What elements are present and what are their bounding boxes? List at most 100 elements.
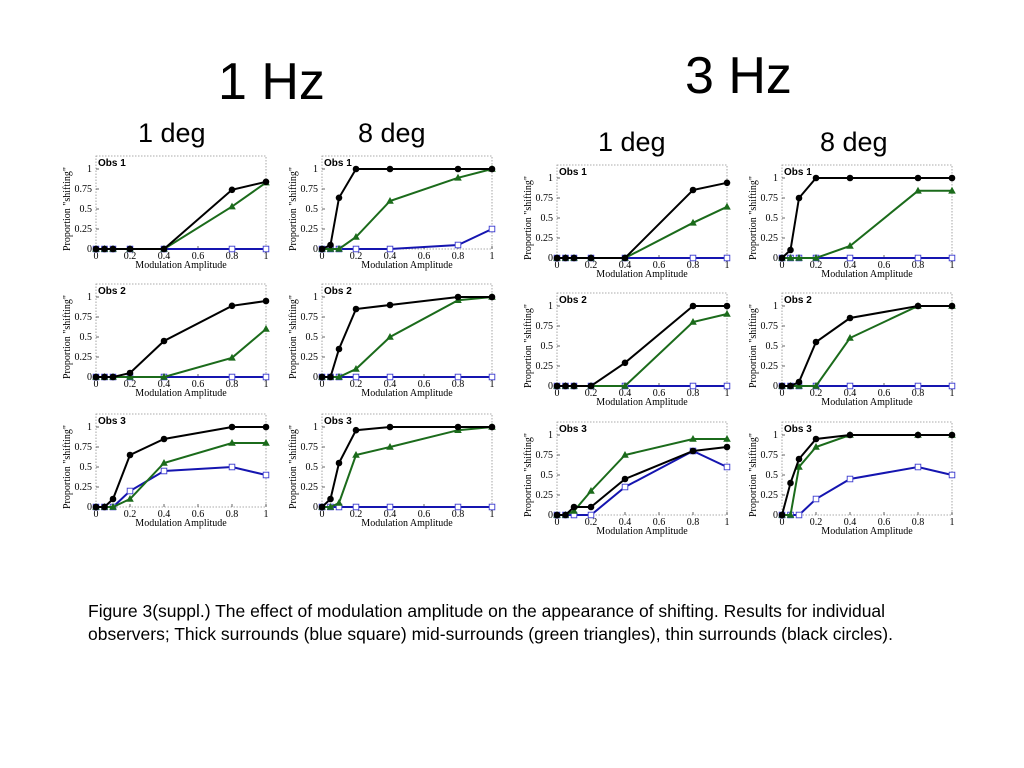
x-tick-label: 0.6 bbox=[653, 517, 666, 528]
data-point-triangle bbox=[587, 487, 595, 494]
data-point-square bbox=[352, 503, 360, 511]
data-point-square bbox=[689, 254, 697, 262]
panel-label: Obs 3 bbox=[559, 424, 587, 435]
x-tick-label: 0.8 bbox=[687, 517, 700, 528]
y-tick-label: 1 bbox=[87, 292, 92, 303]
x-axis-title: Modulation Amplitude bbox=[135, 388, 227, 399]
data-point-triangle bbox=[326, 503, 335, 510]
data-point-square bbox=[126, 487, 134, 495]
x-tick-label: 0 bbox=[780, 260, 785, 271]
data-point-square bbox=[846, 475, 854, 483]
y-tick-label: 1 bbox=[313, 164, 318, 175]
data-point-triangle bbox=[689, 218, 697, 226]
y-tick-label: 1 bbox=[773, 173, 778, 184]
data-point-circle bbox=[562, 382, 569, 390]
data-point-square bbox=[228, 373, 236, 381]
data-point-circle bbox=[914, 174, 922, 182]
data-point-square bbox=[587, 511, 595, 519]
y-axis-title: Proportion "shifting" bbox=[288, 425, 299, 509]
data-point-square bbox=[488, 373, 496, 381]
data-point-triangle bbox=[786, 254, 795, 261]
x-tick-label: 0 bbox=[94, 509, 99, 520]
column-title-3hz-8deg: 8 deg bbox=[820, 127, 888, 157]
x-tick-label: 0 bbox=[555, 517, 560, 528]
x-tick-label: 0.2 bbox=[124, 251, 137, 262]
data-point-circle bbox=[553, 382, 561, 390]
y-tick-label: 0 bbox=[313, 502, 318, 513]
data-point-triangle bbox=[846, 242, 854, 249]
series-line-triangle bbox=[322, 426, 493, 508]
data-point-circle bbox=[318, 503, 326, 511]
x-tick-label: 0.8 bbox=[912, 388, 925, 399]
x-tick-label: 0.8 bbox=[452, 379, 465, 390]
data-point-circle bbox=[262, 423, 270, 431]
data-point-circle bbox=[795, 194, 803, 202]
y-axis-title: Proportion "shifting" bbox=[288, 295, 299, 379]
data-point-circle bbox=[126, 245, 134, 253]
y-tick-label: 0.25 bbox=[301, 482, 319, 493]
series-line-triangle bbox=[557, 205, 728, 259]
x-tick-label: 0.4 bbox=[844, 260, 857, 271]
x-tick-label: 0.6 bbox=[418, 509, 431, 520]
series-line-circle bbox=[96, 426, 266, 508]
data-point-square bbox=[262, 245, 270, 253]
x-tick-label: 1 bbox=[490, 251, 495, 262]
data-point-square bbox=[723, 463, 731, 471]
data-point-circle bbox=[795, 378, 803, 386]
data-point-circle bbox=[160, 435, 168, 443]
data-point-triangle bbox=[846, 334, 854, 341]
y-tick-label: 0.75 bbox=[536, 193, 554, 204]
data-point-circle bbox=[327, 495, 334, 503]
data-point-triangle bbox=[795, 382, 803, 389]
data-point-circle bbox=[846, 431, 854, 439]
series-line-triangle bbox=[782, 305, 952, 387]
x-tick-label: 1 bbox=[950, 260, 955, 271]
data-point-triangle bbox=[386, 443, 394, 450]
y-tick-label: 1 bbox=[773, 301, 778, 312]
series-line-circle bbox=[782, 305, 952, 387]
x-axis-title: Modulation Amplitude bbox=[821, 269, 913, 280]
data-point-circle bbox=[689, 302, 697, 310]
data-point-square bbox=[723, 254, 731, 262]
data-point-triangle bbox=[326, 245, 335, 252]
y-tick-label: 0 bbox=[773, 253, 778, 264]
y-axis-title: Proportion "shifting" bbox=[62, 425, 73, 509]
x-axis-title: Modulation Amplitude bbox=[361, 388, 453, 399]
y-tick-label: 0.75 bbox=[536, 450, 554, 461]
x-tick-label: 0 bbox=[780, 517, 785, 528]
data-point-circle bbox=[587, 503, 595, 511]
x-tick-label: 0.6 bbox=[418, 251, 431, 262]
x-tick-label: 0.2 bbox=[585, 260, 598, 271]
x-tick-label: 0.4 bbox=[619, 260, 632, 271]
data-point-circle bbox=[101, 503, 108, 511]
series-line-triangle bbox=[96, 181, 267, 250]
data-point-circle bbox=[812, 338, 820, 346]
data-point-circle bbox=[846, 174, 854, 182]
data-point-square bbox=[689, 382, 697, 390]
data-point-circle bbox=[570, 503, 578, 511]
panel-frame bbox=[556, 164, 728, 259]
y-tick-label: 0.25 bbox=[536, 490, 554, 501]
y-tick-label: 1 bbox=[548, 173, 553, 184]
data-point-triangle bbox=[335, 373, 343, 380]
y-axis-title: Proportion "shifting" bbox=[523, 433, 534, 517]
data-point-circle bbox=[846, 314, 854, 322]
x-tick-label: 0.4 bbox=[158, 379, 171, 390]
data-point-circle bbox=[92, 245, 100, 253]
data-point-square bbox=[621, 483, 629, 491]
x-tick-label: 0.6 bbox=[192, 251, 205, 262]
x-tick-label: 1 bbox=[490, 509, 495, 520]
chart-panel: Obs 2 0 0.25 0.5 0.75 1 0 0.2 0.4 0.6 0.8 1 Modulati… bbox=[523, 292, 731, 408]
data-point-circle bbox=[454, 423, 462, 431]
data-point-circle bbox=[318, 373, 326, 381]
y-tick-label: 0.5 bbox=[766, 341, 779, 352]
series-line-triangle bbox=[782, 189, 952, 259]
data-point-square bbox=[454, 503, 462, 511]
data-point-triangle bbox=[228, 353, 236, 361]
data-point-square bbox=[160, 467, 168, 475]
x-tick-label: 0 bbox=[555, 388, 560, 399]
y-tick-label: 0.75 bbox=[301, 184, 319, 195]
data-point-circle bbox=[778, 511, 786, 519]
data-point-circle bbox=[327, 373, 334, 381]
chart-panel: Obs 3 0 0.25 0.5 0.75 1 0 0.2 0.4 0.6 0.8 1 Modulati… bbox=[748, 421, 956, 537]
